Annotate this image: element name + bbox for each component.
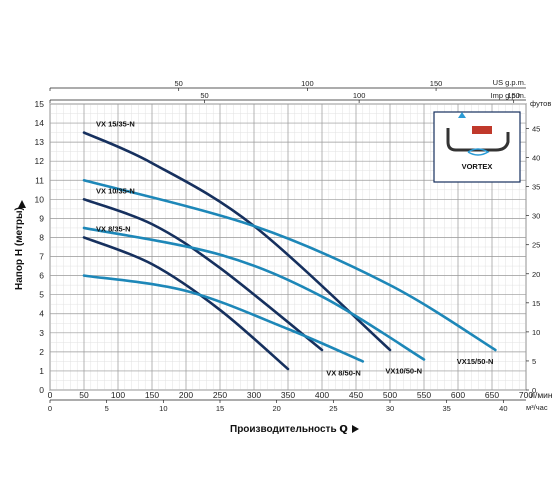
- series-line: [82, 274, 365, 363]
- y-tick-label: 3: [39, 328, 44, 338]
- right-tick-label: 40: [532, 154, 540, 163]
- y-tick-label: 5: [39, 290, 44, 300]
- x2-tick-label: 15: [216, 404, 224, 413]
- x2-tick-label: 5: [105, 404, 109, 413]
- x2-tick-label: 0: [48, 404, 52, 413]
- y-tick-label: 10: [35, 194, 45, 204]
- right-tick-label: 20: [532, 270, 540, 279]
- right-tick-label: 45: [532, 124, 540, 133]
- series-label: VX15/50-N: [457, 357, 494, 366]
- x-axis-title: Производительность Q: [230, 424, 347, 435]
- series-line: [82, 131, 392, 352]
- y-tick-label: 6: [39, 271, 44, 281]
- x2-tick-label: 10: [159, 404, 167, 413]
- x-tick-label: 400: [315, 390, 329, 400]
- series-line: [82, 178, 497, 352]
- y-tick-label: 9: [39, 213, 44, 223]
- x-tick-label: 300: [247, 390, 261, 400]
- y-axis-arrow-icon: [18, 200, 26, 208]
- series-label: VX 8/35-N: [96, 224, 131, 233]
- right-tick-label: 25: [532, 241, 540, 250]
- top2-tick-label: 100: [353, 91, 366, 100]
- x2-ticks: 0 5 10 15 20 25 30 35 40: [48, 400, 508, 413]
- right-tick-label: 5: [532, 357, 536, 366]
- x-tick-label: 0: [48, 390, 53, 400]
- top1-tick-label: 50: [175, 79, 183, 88]
- series-label: VX 8/50-N: [326, 368, 361, 377]
- x2-tick-label: 30: [386, 404, 394, 413]
- y-tick-label: 0: [39, 385, 44, 395]
- x2-unit-label: м³/час: [526, 403, 548, 412]
- right-unit-label: футов: [530, 99, 551, 108]
- right-tick-label: 10: [532, 328, 540, 337]
- y-tick-label: 2: [39, 347, 44, 357]
- top2-ticks: 50 100 150: [49, 91, 520, 103]
- right-tick-label: 35: [532, 183, 540, 192]
- y-tick-label: 7: [39, 252, 44, 262]
- series-line: [82, 236, 290, 371]
- x-tick-label: 700: [519, 390, 533, 400]
- x-axis-arrow-icon: [352, 425, 359, 433]
- vortex-vane-icon: [472, 126, 492, 134]
- x-tick-label: 500: [383, 390, 397, 400]
- y-tick-label: 13: [35, 137, 45, 147]
- x-unit-label: л/мин: [530, 390, 553, 400]
- x-tick-label: 550: [417, 390, 431, 400]
- y-tick-label: 14: [35, 118, 45, 128]
- vortex-label-bg: [440, 158, 514, 172]
- x-tick-label: 50: [79, 390, 89, 400]
- y-tick-label: 12: [35, 156, 45, 166]
- vortex-flow-arrow-icon: [458, 112, 466, 118]
- x-tick-label: 150: [145, 390, 159, 400]
- y-tick-label: 1: [39, 366, 44, 376]
- y-tick-label: 4: [39, 309, 44, 319]
- vortex-label: VORTEX: [462, 162, 493, 171]
- top1-tick-label: 150: [430, 79, 443, 88]
- x-axis-title-q: Q: [340, 424, 348, 435]
- x-tick-label: 600: [451, 390, 465, 400]
- series-label: VX 10/35-N: [96, 186, 135, 195]
- series-line: [82, 226, 426, 361]
- vortex-inset: VORTEX: [433, 111, 521, 183]
- x-tick-label: 450: [349, 390, 363, 400]
- top2-tick-label: 150: [507, 91, 520, 100]
- y-tick-label: 15: [35, 99, 45, 109]
- y-tick-label: 8: [39, 232, 44, 242]
- right-tick-label: 0: [532, 386, 536, 395]
- series-label: VX 15/35-N: [96, 120, 135, 129]
- top1-ticks: 50 100 150: [49, 79, 443, 91]
- x-tick-label: 100: [111, 390, 125, 400]
- top1-unit-label: US g.p.m.: [493, 78, 526, 87]
- series-label: VX10/50-N: [385, 366, 422, 375]
- x-tick-label: 250: [213, 390, 227, 400]
- right-ticks: 0 5 10 15 20 25 30 35 40 45: [526, 124, 540, 395]
- vortex-swirl-icon: [467, 148, 490, 156]
- x2-tick-label: 40: [499, 404, 507, 413]
- top2-tick-label: 50: [200, 91, 208, 100]
- top2-unit-label: Imp g.p.m.: [491, 91, 526, 100]
- x2-tick-label: 25: [329, 404, 337, 413]
- top1-tick-label: 100: [301, 79, 314, 88]
- x-tick-label: 650: [485, 390, 499, 400]
- x2-tick-label: 20: [272, 404, 280, 413]
- series-labels: VX 8/35-N VX 10/35-N VX 15/35-N VX 8/50-N VX…: [96, 120, 493, 378]
- x-tick-label: 200: [179, 390, 193, 400]
- right-tick-label: 30: [532, 212, 540, 221]
- x-ticks: 0 50 100 150 200 250 300 350 400 450 500 550 600 650 7…: [48, 390, 534, 400]
- series-lines: [82, 131, 497, 371]
- x2-tick-label: 35: [442, 404, 450, 413]
- y-axis-title: Напор H (метры): [14, 207, 25, 290]
- y-tick-label: 11: [35, 175, 44, 185]
- x-tick-label: 350: [281, 390, 295, 400]
- right-tick-label: 15: [532, 299, 540, 308]
- vortex-impeller-icon: [446, 128, 510, 152]
